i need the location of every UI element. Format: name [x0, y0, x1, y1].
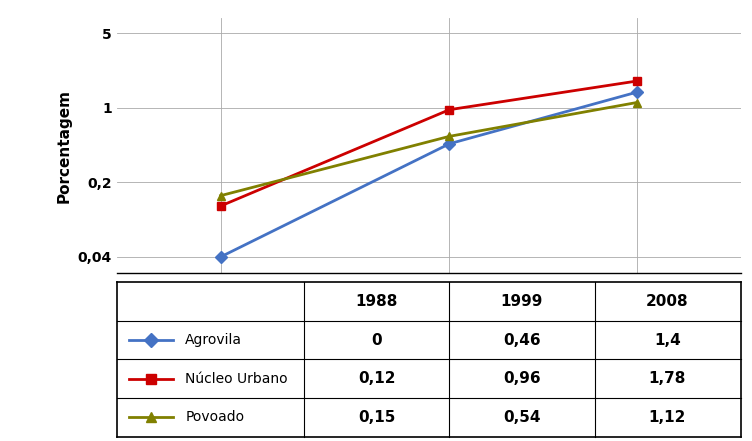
Text: 1,12: 1,12 — [649, 410, 686, 425]
Text: 1999: 1999 — [501, 294, 543, 309]
Text: 0,12: 0,12 — [358, 371, 396, 386]
Text: Agrovila: Agrovila — [185, 333, 242, 347]
Text: 0,15: 0,15 — [358, 410, 396, 425]
Text: Povoado: Povoado — [185, 410, 244, 424]
Text: 0,46: 0,46 — [503, 333, 541, 348]
Text: 0: 0 — [371, 333, 382, 348]
Text: 0,54: 0,54 — [503, 410, 541, 425]
Text: 2008: 2008 — [646, 294, 689, 309]
Text: Núcleo Urbano: Núcleo Urbano — [185, 372, 288, 386]
Y-axis label: Porcentagem: Porcentagem — [57, 89, 72, 202]
Text: 1,4: 1,4 — [654, 333, 681, 348]
Text: 1,78: 1,78 — [649, 371, 686, 386]
Text: 1988: 1988 — [356, 294, 398, 309]
Text: 0,96: 0,96 — [503, 371, 541, 386]
